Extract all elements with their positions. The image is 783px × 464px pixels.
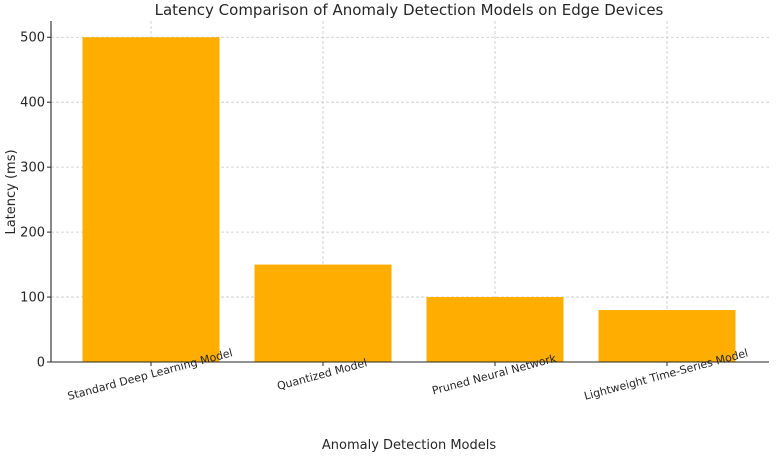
y-tick-label: 200 [20, 226, 45, 241]
bar [598, 310, 736, 362]
x-axis-label: Anomaly Detection Models [322, 438, 496, 453]
y-axis-label: Latency (ms) [4, 149, 19, 234]
chart-title: Latency Comparison of Anomaly Detection … [155, 1, 664, 19]
y-ticks: 0 100 200 300 400 500 [20, 31, 51, 371]
y-tick-label: 400 [20, 96, 45, 111]
bar [82, 37, 220, 362]
bar [254, 264, 392, 362]
bar [426, 297, 564, 362]
axes-layer [50, 21, 769, 363]
y-tick-label: 0 [37, 356, 45, 371]
y-tick-label: 300 [20, 161, 45, 176]
y-tick-label: 500 [20, 31, 45, 46]
y-tick-label: 100 [20, 291, 45, 306]
bars-layer [82, 37, 736, 362]
